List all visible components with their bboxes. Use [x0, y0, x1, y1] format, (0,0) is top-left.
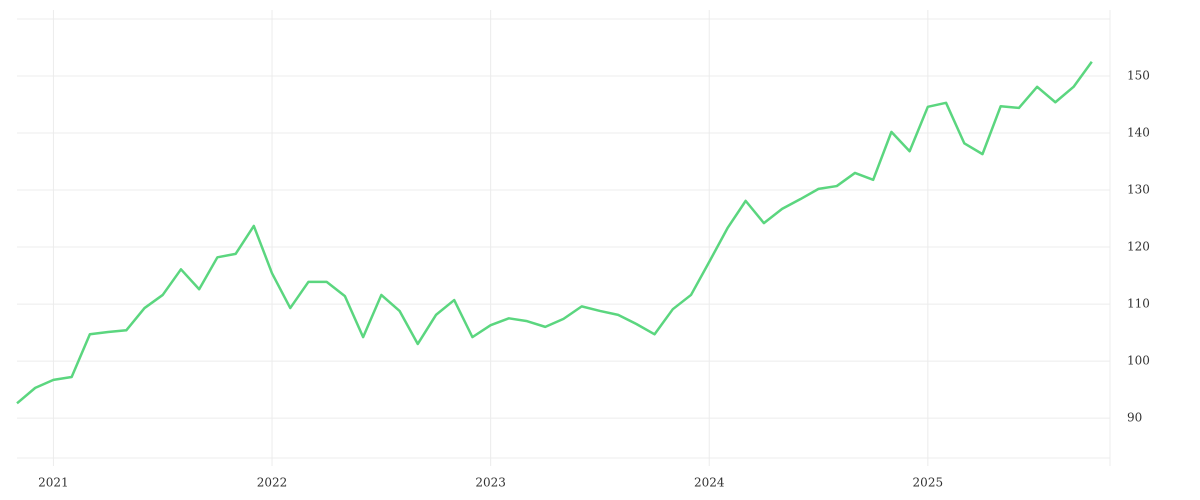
y-tick-label: 130 — [1127, 183, 1150, 197]
x-tick-label: 2025 — [913, 476, 944, 490]
x-tick-label: 2023 — [475, 476, 506, 490]
y-tick-label: 90 — [1127, 411, 1142, 425]
x-tick-label: 2024 — [694, 476, 725, 490]
y-tick-label: 100 — [1127, 354, 1150, 368]
price-line — [16, 61, 1093, 405]
x-tick-label: 2021 — [38, 476, 69, 490]
y-tick-label: 110 — [1127, 297, 1150, 311]
x-tick-label: 2022 — [257, 476, 288, 490]
y-tick-label: 120 — [1127, 240, 1150, 254]
y-tick-label: 150 — [1127, 69, 1150, 83]
y-tick-label: 140 — [1127, 126, 1150, 140]
